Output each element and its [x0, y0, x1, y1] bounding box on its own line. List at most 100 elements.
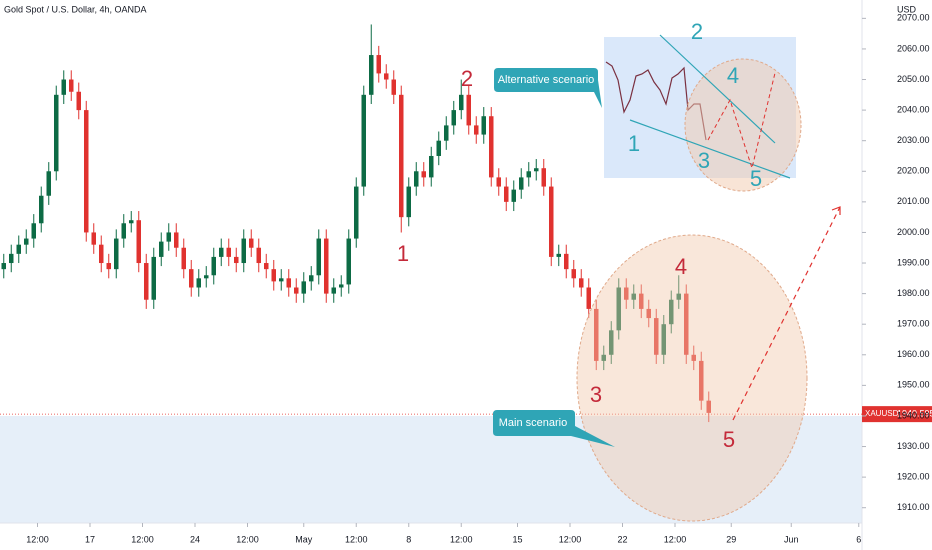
wave-label: 5 — [750, 166, 762, 191]
candle-body — [601, 354, 606, 361]
alt-trendline — [629, 119, 791, 179]
main-circle — [576, 234, 808, 522]
price-tag-bg — [862, 406, 932, 423]
candle-body — [196, 278, 201, 288]
candle-body — [309, 275, 314, 282]
candle-body — [354, 186, 359, 239]
candle-body — [459, 94, 464, 111]
candle-body — [496, 177, 501, 187]
wave-label: 1 — [628, 131, 640, 156]
candle-body — [579, 278, 584, 288]
candle-body — [489, 116, 494, 178]
chart-title: Gold Spot / U.S. Dollar, 4h, OANDA — [4, 4, 147, 14]
candle-body — [556, 253, 561, 257]
candle-body — [159, 241, 164, 257]
candle-body — [264, 263, 269, 270]
candle-body — [241, 238, 246, 264]
candle-body — [474, 125, 479, 135]
candle-body — [376, 55, 381, 74]
y-tick-label: 1910.00 — [897, 502, 930, 512]
candle-body — [519, 177, 524, 190]
x-tick-label: May — [295, 534, 313, 544]
candle-body — [676, 293, 681, 300]
candle-body — [466, 94, 471, 126]
x-tick-label: 29 — [726, 534, 736, 544]
x-tick-label: 17 — [85, 534, 95, 544]
candle-body — [189, 269, 194, 288]
candle-body — [31, 223, 36, 239]
x-tick-label: 12:00 — [664, 534, 687, 544]
y-tick-label: 1990.00 — [897, 257, 930, 267]
candle-body — [219, 247, 224, 257]
candle-body — [294, 287, 299, 294]
candle-body — [414, 171, 419, 187]
y-tick-label: 1920.00 — [897, 471, 930, 481]
candle-body — [511, 189, 516, 202]
wave-label: 2 — [461, 66, 473, 91]
candle-body — [271, 269, 276, 282]
y-tick-label: 1970.00 — [897, 319, 930, 329]
x-tick-label: Jun — [784, 534, 799, 544]
candle-body — [391, 79, 396, 95]
candle-body — [609, 330, 614, 355]
y-tick-label: 1980.00 — [897, 288, 930, 298]
candle-body — [699, 360, 704, 401]
currency-label: USD — [897, 4, 917, 14]
candle-body — [99, 244, 104, 264]
x-tick-label: 12:00 — [236, 534, 259, 544]
candle-body — [166, 232, 171, 242]
candle-body — [504, 186, 509, 202]
candle-body — [46, 171, 51, 196]
candle-body — [69, 79, 74, 92]
callout-text: Main scenario — [499, 417, 567, 429]
x-tick-label: 12:00 — [345, 534, 368, 544]
y-tick-label: 2020.00 — [897, 166, 930, 176]
y-tick-label: 2070.00 — [897, 13, 930, 23]
candle-body — [331, 287, 336, 294]
candle-body — [279, 278, 284, 282]
candle-body — [316, 238, 321, 276]
candle-body — [181, 247, 186, 270]
candle-body — [174, 232, 179, 248]
projection-arrow — [732, 206, 841, 421]
x-tick-label: 8 — [406, 534, 411, 544]
candle-body — [421, 171, 426, 178]
candle-body — [76, 91, 81, 111]
candle-body — [226, 247, 231, 257]
candle-body — [684, 293, 689, 355]
candle-body — [301, 281, 306, 294]
y-tick-label: 2010.00 — [897, 196, 930, 206]
candle-body — [586, 287, 591, 309]
candle-body — [654, 318, 659, 355]
arrow-head — [831, 206, 841, 215]
x-tick-label: 24 — [190, 534, 200, 544]
candle-body — [706, 400, 711, 413]
candle-body — [106, 263, 111, 270]
x-tick-label: 12:00 — [450, 534, 473, 544]
candle-body — [646, 308, 651, 319]
candle-body — [346, 238, 351, 285]
candle-body — [16, 244, 21, 254]
candle-body — [84, 110, 89, 233]
candle-body — [534, 168, 539, 172]
candle-body — [451, 110, 456, 126]
y-tick-label: 1960.00 — [897, 349, 930, 359]
below-price-shade — [0, 416, 862, 523]
candle-body — [669, 299, 674, 325]
candle-body — [639, 293, 644, 309]
candle-body — [24, 238, 29, 245]
candle-body — [399, 94, 404, 218]
candle-body — [436, 140, 441, 156]
y-tick-label: 1950.00 — [897, 380, 930, 390]
wave-label: 3 — [590, 382, 602, 407]
candle-body — [384, 73, 389, 80]
x-tick-label: 6 — [856, 534, 861, 544]
candle-body — [324, 238, 329, 294]
candle-body — [406, 186, 411, 218]
wave-label: 5 — [723, 427, 735, 452]
x-tick-label: 22 — [617, 534, 627, 544]
candle-body — [144, 263, 149, 300]
plot — [0, 24, 862, 423]
y-tick-label: 2060.00 — [897, 43, 930, 53]
